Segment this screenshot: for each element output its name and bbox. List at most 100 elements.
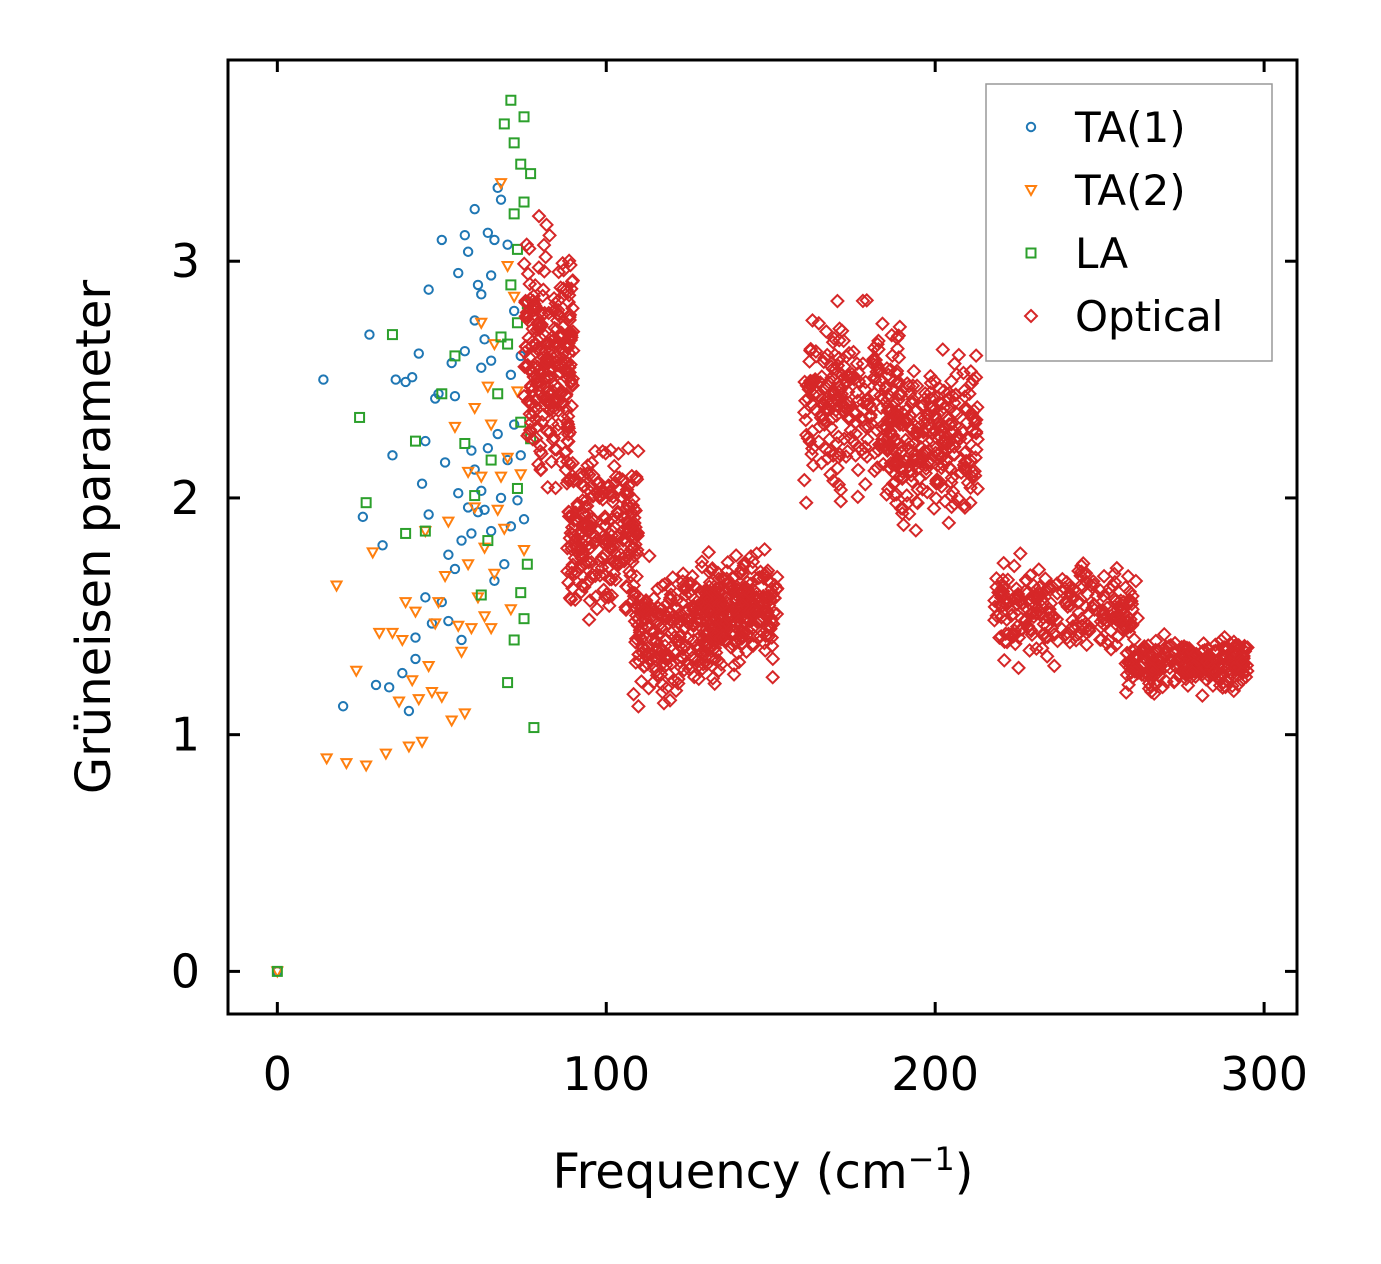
data-point <box>765 669 781 685</box>
x-tick-label: 100 <box>562 1047 650 1101</box>
data-point <box>916 415 932 431</box>
data-point <box>1128 573 1144 589</box>
data-point <box>698 649 714 665</box>
data-point <box>561 253 577 269</box>
data-point <box>968 412 984 428</box>
data-point <box>905 391 921 407</box>
data-point <box>839 375 855 391</box>
data-point <box>573 466 588 482</box>
x-axis-label: Frequency (cm−1) <box>552 1140 973 1200</box>
data-point <box>622 547 638 563</box>
data-point <box>963 452 979 468</box>
data-point <box>402 741 416 754</box>
data-point <box>628 631 644 647</box>
data-point <box>891 436 906 452</box>
data-point <box>826 473 841 489</box>
data-point <box>558 386 574 402</box>
data-point <box>528 430 544 446</box>
data-point <box>1144 662 1160 678</box>
data-point <box>487 339 502 352</box>
data-point <box>714 571 730 587</box>
data-point <box>594 560 610 576</box>
data-point <box>598 589 614 605</box>
data-point <box>818 324 834 339</box>
data-point <box>318 374 329 385</box>
data-point <box>723 639 739 655</box>
data-point <box>758 604 774 620</box>
data-point <box>738 610 754 626</box>
data-point <box>702 617 718 633</box>
data-point <box>804 446 820 462</box>
y-axis-label: Grüneisen parameter <box>66 280 122 795</box>
data-point <box>383 682 395 693</box>
data-point <box>385 627 400 640</box>
data-point <box>528 337 543 353</box>
data-point <box>1007 636 1023 652</box>
data-point <box>1078 616 1094 631</box>
data-point <box>1103 641 1119 657</box>
data-point <box>764 630 780 645</box>
data-point <box>675 574 691 589</box>
data-point <box>910 426 926 442</box>
data-point <box>543 341 558 357</box>
data-point <box>1011 660 1026 676</box>
data-point <box>545 383 561 399</box>
data-point <box>570 498 586 514</box>
data-point <box>641 548 657 564</box>
data-point <box>521 558 533 570</box>
data-point <box>831 477 847 493</box>
data-point <box>487 568 502 581</box>
data-point <box>541 363 556 378</box>
data-point <box>357 511 369 523</box>
data-point <box>1163 637 1179 653</box>
data-point <box>319 753 334 766</box>
data-point <box>449 390 461 402</box>
data-point <box>561 294 577 310</box>
data-point <box>515 587 527 599</box>
y-tick-label: 2 <box>171 471 200 525</box>
data-point <box>1218 650 1234 666</box>
data-point <box>947 404 963 420</box>
data-point <box>688 579 704 595</box>
data-point <box>560 427 576 442</box>
data-point <box>454 646 469 659</box>
data-point <box>584 567 600 583</box>
data-point <box>850 489 866 505</box>
data-point <box>715 597 731 612</box>
y-tick-label: 3 <box>171 234 200 288</box>
data-point <box>767 577 783 593</box>
data-point <box>1119 645 1135 661</box>
data-point <box>448 421 462 434</box>
data-point <box>410 653 421 665</box>
data-point <box>515 450 526 461</box>
data-point <box>1118 579 1133 595</box>
data-point <box>823 467 838 482</box>
data-point <box>629 471 645 487</box>
data-point <box>589 601 605 617</box>
data-point <box>882 423 898 439</box>
data-point <box>935 342 951 358</box>
data-point <box>545 403 561 419</box>
data-point <box>403 705 415 717</box>
data-point <box>379 748 393 761</box>
data-point <box>860 397 875 413</box>
data-point <box>867 372 883 388</box>
data-point <box>816 412 832 428</box>
data-point <box>610 504 626 520</box>
data-point <box>841 395 857 411</box>
data-point <box>536 237 552 253</box>
data-point <box>804 441 820 456</box>
data-point <box>964 375 980 391</box>
data-point <box>600 559 616 575</box>
data-point <box>615 551 631 567</box>
data-point <box>634 674 649 689</box>
data-point <box>459 345 471 357</box>
data-point <box>922 385 938 400</box>
data-point <box>511 317 523 329</box>
data-point <box>438 571 452 584</box>
data-point <box>737 614 753 630</box>
data-point <box>416 478 428 489</box>
data-point <box>500 452 515 465</box>
data-point <box>903 463 919 479</box>
data-point <box>456 535 467 546</box>
